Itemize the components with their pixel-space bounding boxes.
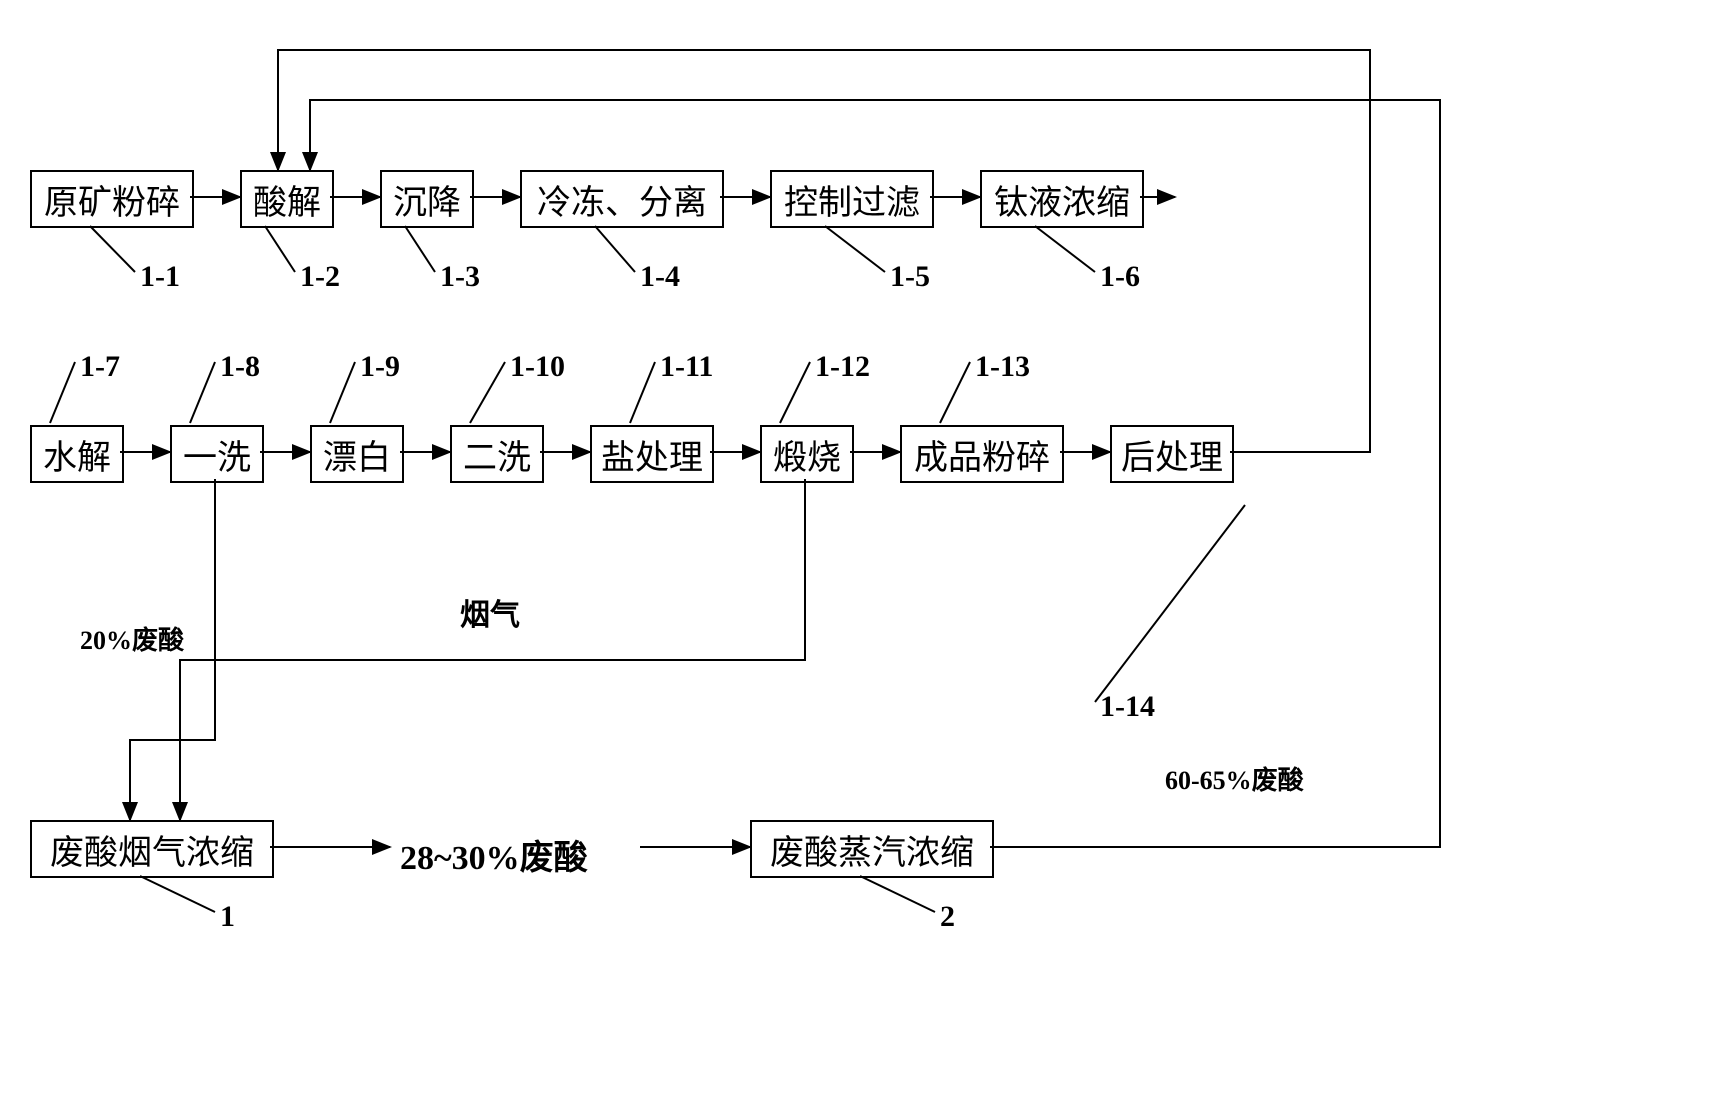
node-label-n3: 1-3 xyxy=(440,260,480,294)
node-label-n6: 1-6 xyxy=(1100,260,1140,294)
node-label-b2: 2 xyxy=(940,900,955,934)
flow-node-n10: 二洗 xyxy=(450,425,544,483)
node-label-n7: 1-7 xyxy=(80,350,120,384)
flow-node-n3: 沉降 xyxy=(380,170,474,228)
node-label-n14: 1-14 xyxy=(1100,690,1155,724)
flow-node-n1: 原矿粉碎 xyxy=(30,170,194,228)
flow-node-n11: 盐处理 xyxy=(590,425,714,483)
flow-node-n6: 钛液浓缩 xyxy=(980,170,1144,228)
node-label-b1: 1 xyxy=(220,900,235,934)
node-label-n9: 1-9 xyxy=(360,350,400,384)
node-label-n13: 1-13 xyxy=(975,350,1030,384)
flow-node-b2: 废酸蒸汽浓缩 xyxy=(750,820,994,878)
edge-label-1: 烟气 xyxy=(460,590,520,634)
flow-node-n4: 冷冻、分离 xyxy=(520,170,724,228)
node-label-n12: 1-12 xyxy=(815,350,870,384)
node-label-n2: 1-2 xyxy=(300,260,340,294)
edge-label-3: 60-65%废酸 xyxy=(1165,760,1304,797)
flow-node-n5: 控制过滤 xyxy=(770,170,934,228)
flow-node-n13: 成品粉碎 xyxy=(900,425,1064,483)
flow-node-b1: 废酸烟气浓缩 xyxy=(30,820,274,878)
node-label-n1: 1-1 xyxy=(140,260,180,294)
flow-node-n2: 酸解 xyxy=(240,170,334,228)
flow-node-n9: 漂白 xyxy=(310,425,404,483)
flow-node-n7: 水解 xyxy=(30,425,124,483)
node-label-n8: 1-8 xyxy=(220,350,260,384)
node-label-n11: 1-11 xyxy=(660,350,713,384)
flow-node-n12: 煅烧 xyxy=(760,425,854,483)
node-label-n4: 1-4 xyxy=(640,260,680,294)
flow-node-n14: 后处理 xyxy=(1110,425,1234,483)
edge-label-2: 28~30%废酸 xyxy=(400,830,588,879)
node-label-n10: 1-10 xyxy=(510,350,565,384)
flow-node-n8: 一洗 xyxy=(170,425,264,483)
edge-label-0: 20%废酸 xyxy=(80,620,184,657)
node-label-n5: 1-5 xyxy=(890,260,930,294)
